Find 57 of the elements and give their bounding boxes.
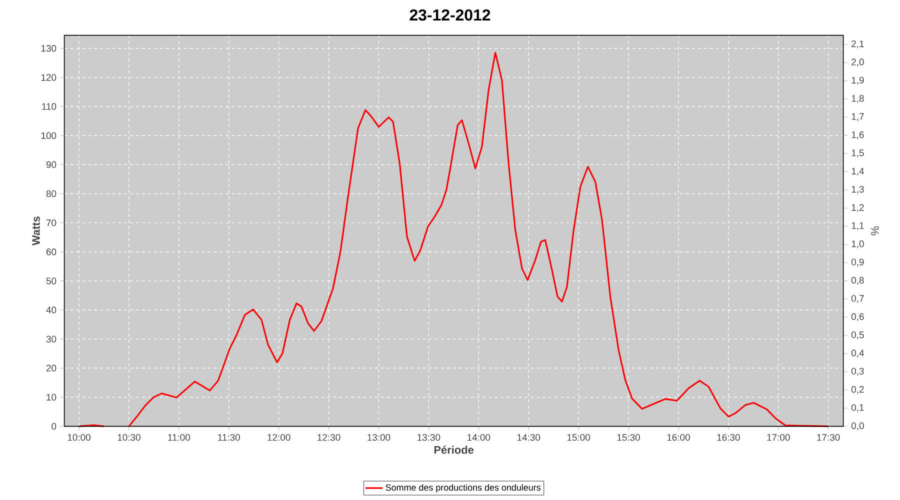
y-tick-label: 120 [41,74,56,81]
y-tick-label: 50 [46,278,56,284]
y-tick-label: 70 [46,219,56,226]
x-tick-label: 10:30 [118,434,140,441]
y-tick-label: 40 [46,306,56,314]
x-tick-label: 14:30 [517,434,540,441]
x-tick-label: 15:00 [567,434,590,441]
y2-tick-label: 0,8 [851,276,864,285]
y2-tick-label: 0,2 [851,386,864,394]
y2-tick-label: 2,1 [852,40,864,48]
x-tick-label: 16:30 [717,434,740,441]
y2-tick-label: 0,5 [851,331,864,340]
x-tick-label: 13:30 [418,434,440,441]
y2-tick-label: 0,6 [851,313,864,322]
y2-tick-label: 1,8 [852,95,864,103]
y-tick-label: 60 [46,248,56,256]
y-tick-label: 10 [46,394,56,401]
y-tick-label: 80 [46,190,56,198]
y-tick-label: 130 [41,45,56,52]
y-tick-label: 90 [46,161,56,168]
x-tick-label: 10:00 [68,434,90,441]
y-tick-label: 100 [41,132,56,139]
x-tick-label: 14:00 [468,434,490,441]
y2-tick-label: 1,6 [852,131,864,140]
y2-axis-title: % [871,226,879,236]
x-tick-label: 12:30 [318,434,340,441]
x-tick-label: 11:30 [218,434,240,441]
x-tick-label: 17:30 [817,434,840,441]
y-tick-label: 0 [52,422,56,430]
x-tick-label: 17:00 [767,434,790,441]
chart-title: 23-12-2012 [410,9,490,21]
x-tick-label: 15:30 [617,434,640,441]
y-tick-label: 30 [46,336,56,342]
x-axis-title: Période [434,446,474,454]
y2-tick-label: 1,4 [852,168,864,176]
x-tick-label: 13:00 [368,434,390,441]
y2-tick-label: 0,3 [851,368,864,376]
x-tick-label: 16:00 [667,434,690,441]
y2-tick-label: 2,0 [852,58,864,66]
y2-tick-label: 0,1 [851,404,864,412]
y2-tick-label: 1,1 [852,222,864,230]
y2-tick-label: 1,9 [852,76,864,85]
y2-tick-label: 0,4 [851,350,864,358]
y2-tick-label: 1,0 [852,240,864,248]
x-tick-label: 11:00 [168,434,190,441]
y2-tick-label: 0,9 [851,258,864,267]
y-axis-title: Watts [32,216,40,246]
y2-tick-label: 1,3 [852,186,864,194]
y2-tick-label: 1,2 [852,204,864,212]
y2-tick-label: 0,7 [851,295,864,303]
y-tick-label: 110 [42,103,56,110]
legend-label: Somme des productions des onduleurs [386,484,541,492]
x-tick-label: 12:00 [268,434,290,441]
y2-tick-label: 1,7 [852,113,864,121]
y2-tick-label: 1,5 [852,150,864,158]
y2-tick-label: 0,0 [851,422,864,430]
y-tick-label: 20 [46,364,56,372]
